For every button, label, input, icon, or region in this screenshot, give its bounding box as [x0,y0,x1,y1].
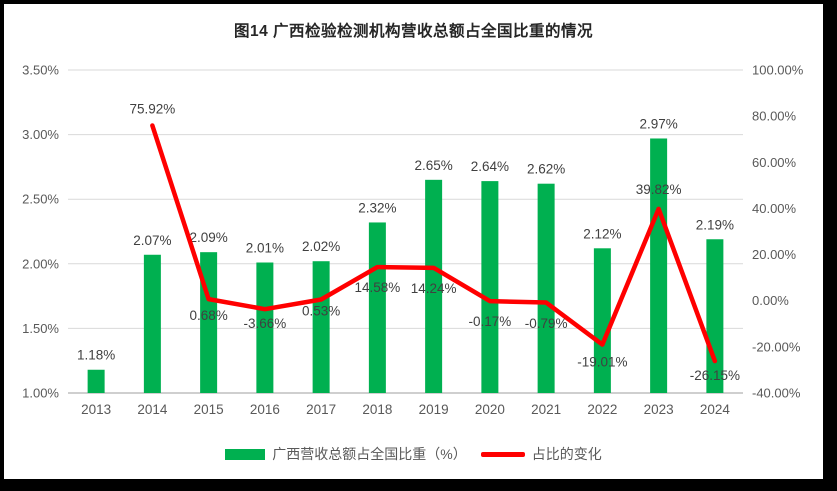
bar-2013 [87,369,105,393]
x-axis-label: 2022 [587,402,617,417]
bar-2018 [368,222,386,393]
chart-title: 图14 广西检验检测机构营收总额占全国比重的情况 [233,23,594,40]
legend: 广西营收总额占全国比重（%） 占比的变化 [4,437,823,471]
bar-2017 [312,261,330,393]
left-axis-tick-label: 2.00% [22,256,59,271]
bar-value-label: 2.01% [246,241,284,256]
line-value-label: 75.92% [129,102,175,117]
bar-value-label: 2.62% [527,162,565,177]
bar-value-label: 2.64% [471,159,509,174]
legend-item-line-series: 占比的变化 [480,444,602,464]
x-axis-label: 2015 [194,402,224,417]
x-axis-label: 2013 [81,402,111,417]
line-value-label: 39.82% [636,182,682,197]
x-axis-label: 2024 [700,402,731,417]
bar-2014 [143,254,161,393]
line-series-label: 占比的变化 [531,446,602,462]
line-value-label: -19.01% [577,355,627,370]
bar-2019 [425,179,443,393]
x-axis-label: 2018 [362,402,392,417]
chart-canvas: 3.50% 3.00% 2.50% 2.00% 1.50% 1.00% 100.00% 80.… [22,63,804,418]
line-value-label: -0.79% [525,316,568,331]
bar-value-label: 2.65% [414,158,452,173]
bar-value-label: 2.32% [358,200,396,215]
x-axis-label: 2020 [475,402,505,417]
chart-frame: 图14 广西检验检测机构营收总额占全国比重的情况 3.50% 3.00% 2.50%… [4,4,823,479]
x-axis-label: 2017 [306,402,336,417]
right-axis-tick-label: 0.00% [752,293,789,308]
left-axis-tick-label: 3.00% [22,127,59,142]
bar-value-label: 2.97% [639,116,677,131]
x-axis-label: 2023 [644,402,674,417]
right-axis-tick-label: 40.00% [752,201,797,216]
bar-value-label: 2.19% [696,217,734,232]
line-series-swatch [480,451,525,457]
bar-2022 [593,248,611,393]
bar-value-label: 2.12% [583,226,621,241]
bar-2020 [481,181,499,393]
x-axis-label: 2016 [250,402,280,417]
bar-series-swatch [225,448,266,460]
bar-value-label: 2.07% [133,233,171,248]
bar-2021 [537,183,555,393]
bar-series-label: 广西营收总额占全国比重（%） [272,446,467,462]
right-axis-tick-label: 60.00% [752,155,797,170]
bar-value-label: 2.09% [189,230,227,245]
left-axis-tick-label: 2.50% [22,192,59,207]
left-axis-tick-label: 1.50% [22,321,59,336]
line-value-label: 0.68% [189,308,227,323]
line-value-label: 14.58% [354,280,400,295]
bar-value-label: 1.18% [77,348,115,363]
bar-value-label: 2.02% [302,239,340,254]
change-line [150,123,718,364]
right-axis-tick-label: 80.00% [752,109,797,124]
bar-2023 [650,138,668,393]
right-axis-tick-label: -40.00% [752,386,801,401]
x-axis-label: 2014 [137,402,168,417]
right-axis-tick-label: 100.00% [752,63,804,78]
line-value-label: 14.24% [411,281,457,296]
legend-item-bar-series: 广西营收总额占全国比重（%） [225,444,467,464]
x-axis-label: 2021 [531,402,561,417]
line-value-label: -0.17% [468,314,511,329]
right-axis-tick-label: -20.00% [752,339,801,354]
line-value-label: 0.53% [302,303,340,318]
x-axis-label: 2019 [419,402,449,417]
line-value-label: -3.66% [243,316,286,331]
left-axis-tick-label: 3.50% [22,63,59,78]
line-value-label: -26.15% [690,368,740,383]
right-axis-tick-label: 20.00% [752,247,797,262]
bar-2016 [256,262,274,393]
left-axis-tick-label: 1.00% [22,386,59,401]
